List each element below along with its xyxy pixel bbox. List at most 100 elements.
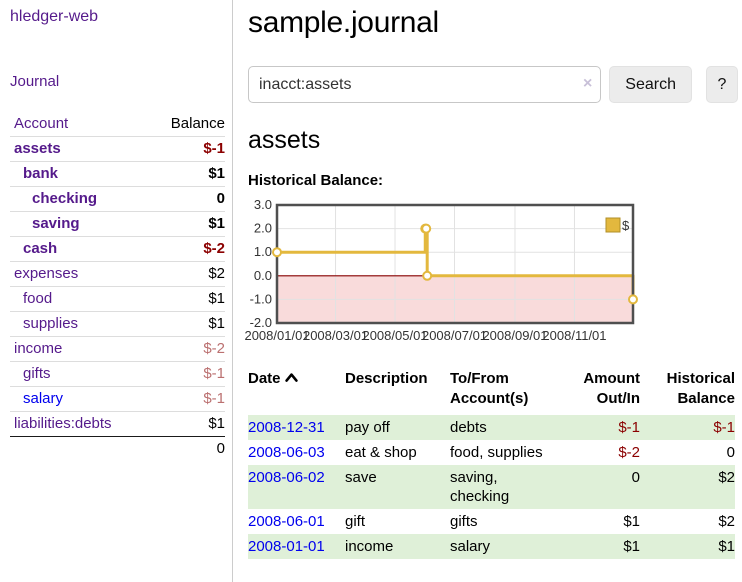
- register-row: 2008-06-01 gift gifts $1 $2: [248, 509, 735, 534]
- svg-text:3.0: 3.0: [254, 197, 272, 212]
- transaction-date-link[interactable]: 2008-01-01: [248, 538, 325, 555]
- transaction-accounts: gifts: [450, 513, 478, 530]
- svg-text:2008/09/01: 2008/09/01: [482, 328, 547, 343]
- transaction-description: save: [345, 469, 377, 486]
- sidebar-account-link[interactable]: expenses: [14, 265, 79, 282]
- transaction-amount: $1: [623, 538, 640, 555]
- transaction-date-link[interactable]: 2008-06-01: [248, 513, 325, 530]
- sidebar-account-link[interactable]: assets: [14, 140, 61, 157]
- transaction-balance: $2: [718, 513, 735, 530]
- sidebar-account-link[interactable]: saving: [32, 215, 80, 232]
- sidebar-account-row: checking 0: [10, 186, 225, 212]
- search-button[interactable]: Search: [609, 66, 692, 103]
- page-title: sample.journal: [248, 6, 439, 39]
- svg-text:1.0: 1.0: [254, 244, 272, 259]
- sidebar-item-journal[interactable]: Journal: [10, 73, 60, 90]
- date-column-header[interactable]: Date: [248, 367, 345, 415]
- sidebar-total-balance: 0: [216, 440, 225, 457]
- sidebar-account-balance: $1: [208, 290, 225, 307]
- transaction-description: income: [345, 538, 394, 555]
- sidebar-account-row: gifts $-1: [10, 361, 225, 387]
- account-column-header: Account: [14, 115, 69, 132]
- sidebar-account-row: food $1: [10, 286, 225, 312]
- data-point-marker: [421, 223, 432, 234]
- sidebar-account-balance: $-1: [203, 390, 225, 407]
- svg-text:2008/07/01: 2008/07/01: [422, 328, 487, 343]
- transaction-amount: 0: [631, 469, 640, 486]
- sidebar-account-link[interactable]: supplies: [23, 315, 79, 332]
- clear-search-icon[interactable]: ×: [582, 75, 593, 92]
- svg-text:2.0: 2.0: [254, 221, 272, 236]
- balance-column-header: Historical Balance: [666, 370, 735, 407]
- accounts-column-header: To/From Account(s): [450, 370, 529, 407]
- svg-text:0.0: 0.0: [254, 268, 272, 283]
- svg-text:2008/01/01: 2008/01/01: [244, 328, 309, 343]
- sidebar-account-link[interactable]: food: [23, 290, 53, 307]
- transaction-balance: $-1: [713, 419, 735, 436]
- search-bar: × Search ?: [248, 66, 738, 103]
- balance-line-chart: $3.0 2.0 1.0 0.0 -1.0 -2.02008/01/012008/03/0…: [244, 197, 638, 343]
- historical-balance-chart: $3.0 2.0 1.0 0.0 -1.0 -2.0 2008/01/01 2008/03/0…: [244, 197, 738, 346]
- transaction-accounts: saving, checking: [450, 469, 510, 505]
- sidebar: hledger-web Journal Account Balance asse…: [0, 0, 233, 582]
- register-table: Date Description To/From Account(s) Amou…: [248, 367, 735, 559]
- data-point-marker: [272, 247, 282, 258]
- sidebar-account-balance: $1: [208, 315, 225, 332]
- transaction-balance: $1: [718, 538, 735, 555]
- svg-text:-1.0: -1.0: [250, 291, 272, 306]
- sidebar-account-row: expenses $2: [10, 261, 225, 287]
- sidebar-account-balance: $-1: [203, 365, 225, 382]
- transaction-balance: $2: [718, 469, 735, 486]
- sidebar-account-link[interactable]: checking: [32, 190, 98, 207]
- sidebar-account-row: income $-2: [10, 336, 225, 362]
- transaction-amount: $-1: [618, 419, 640, 436]
- sidebar-account-balance: $1: [208, 215, 225, 232]
- plot-border: [275, 203, 635, 325]
- sidebar-account-link[interactable]: bank: [23, 165, 59, 182]
- help-button[interactable]: ?: [706, 66, 738, 103]
- data-point-marker: [628, 294, 638, 305]
- transaction-balance: 0: [726, 444, 735, 461]
- search-input[interactable]: [248, 66, 602, 103]
- transaction-amount: $1: [623, 513, 640, 530]
- sidebar-account-row: bank $1: [10, 161, 225, 187]
- transaction-description: gift: [345, 513, 366, 530]
- transaction-amount: $-2: [618, 444, 640, 461]
- register-row: 2008-01-01 income salary $1 $1: [248, 534, 735, 559]
- transaction-description: eat & shop: [345, 444, 417, 461]
- transaction-date-link[interactable]: 2008-06-02: [248, 469, 325, 486]
- transaction-accounts: food, supplies: [450, 444, 543, 461]
- sidebar-account-link[interactable]: salary: [23, 390, 64, 407]
- main-content: sample.journal × Search ? assets Histori…: [244, 0, 738, 559]
- sidebar-account-row: saving $1: [10, 211, 225, 237]
- accounts-table-header: Account Balance: [10, 112, 225, 137]
- transaction-date-link[interactable]: 2008-12-31: [248, 419, 325, 436]
- amount-column-header: Amount Out/In: [583, 370, 640, 407]
- sidebar-account-balance: $-1: [203, 140, 225, 157]
- account-heading: assets: [248, 126, 321, 154]
- legend-swatch: [605, 217, 621, 233]
- sidebar-account-balance: $1: [208, 415, 225, 432]
- sidebar-account-link[interactable]: gifts: [23, 365, 51, 382]
- transaction-date-link[interactable]: 2008-06-03: [248, 444, 325, 461]
- sort-ascending-icon: [284, 373, 298, 382]
- accounts-table: Account Balance assets $-1 bank $1 checking 0…: [10, 112, 225, 461]
- data-point-marker: [422, 270, 433, 281]
- transaction-description: pay off: [345, 419, 390, 436]
- register-row: 2008-12-31 pay off debts $-1 $-1: [248, 415, 735, 440]
- sidebar-account-link[interactable]: cash: [23, 240, 58, 257]
- svg-text:-2.0: -2.0: [250, 315, 272, 330]
- app-title-link[interactable]: hledger-web: [10, 8, 99, 25]
- transaction-accounts: debts: [450, 419, 487, 436]
- balance-column-header: Balance: [170, 115, 225, 132]
- sidebar-account-balance: $-2: [203, 340, 225, 357]
- sidebar-account-balance: $2: [208, 265, 225, 282]
- transaction-accounts: salary: [450, 538, 491, 555]
- sidebar-account-row: assets $-1: [10, 136, 225, 162]
- description-column-header: Description: [345, 370, 428, 387]
- sidebar-account-link[interactable]: liabilities:debts: [14, 415, 112, 432]
- sidebar-account-row: cash $-2: [10, 236, 225, 262]
- svg-text:2008/11/01: 2008/11/01: [542, 328, 606, 343]
- sidebar-account-link[interactable]: income: [14, 340, 63, 357]
- legend-label: $: [622, 218, 630, 233]
